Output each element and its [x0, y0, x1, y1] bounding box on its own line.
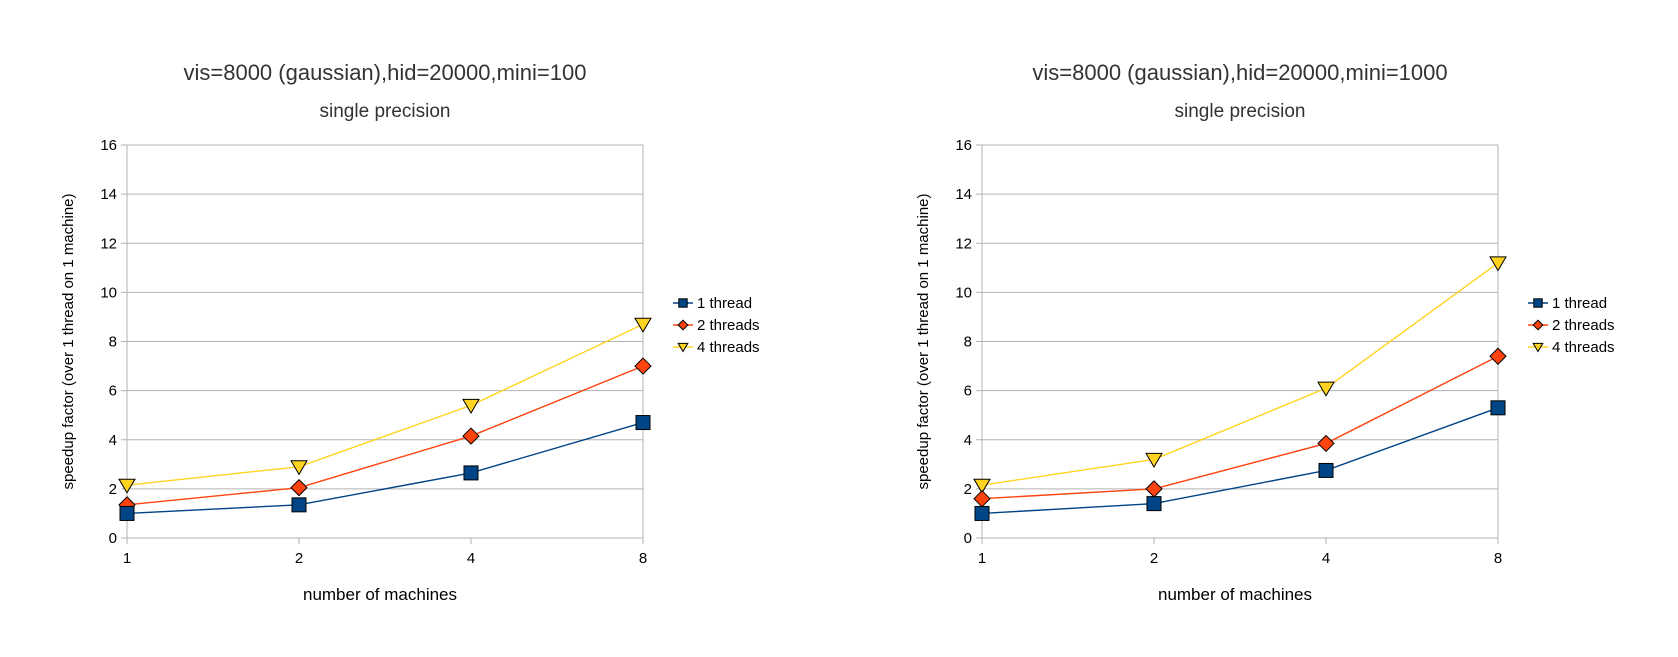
series-line-1 — [126, 365, 644, 506]
data-point — [1317, 434, 1335, 453]
data-point — [1489, 256, 1507, 272]
x-tick-label: 2 — [295, 550, 303, 567]
data-point — [1145, 452, 1163, 468]
data-point — [462, 427, 480, 445]
y-tick-label: 6 — [109, 383, 117, 400]
chart-panel-right: vis=8000 (gaussian),hid=20000,mini=1000 s… — [855, 0, 1678, 657]
legend-label: 2 threads — [697, 317, 760, 334]
y-tick-label: 10 — [955, 284, 972, 301]
chart-svg: vis=8000 (gaussian),hid=20000,mini=100 si… — [60, 60, 760, 604]
y-tick-label: 8 — [964, 334, 972, 351]
y-tick-label: 10 — [100, 284, 117, 301]
chart-title: vis=8000 (gaussian),hid=20000,mini=1000 — [1032, 60, 1447, 85]
series-line-0 — [981, 407, 1499, 515]
legend-marker — [1533, 298, 1543, 308]
x-tick-label: 4 — [1322, 550, 1330, 567]
x-tick-label: 4 — [467, 550, 475, 567]
y-tick-label: 6 — [964, 383, 972, 400]
chart-subtitle: single precision — [320, 101, 451, 122]
data-point — [291, 497, 307, 513]
legend-label: 1 thread — [697, 295, 752, 312]
data-point — [290, 460, 308, 476]
y-tick-label: 16 — [955, 137, 972, 154]
data-point — [462, 398, 480, 414]
y-tick-label: 4 — [109, 432, 117, 449]
legend-marker — [1532, 319, 1544, 331]
y-tick-label: 14 — [100, 186, 117, 203]
chart-svg: vis=8000 (gaussian),hid=20000,mini=1000 s… — [915, 60, 1615, 604]
x-tick-label: 1 — [978, 550, 986, 567]
y-tick-label: 8 — [109, 334, 117, 351]
y-tick-label: 16 — [100, 137, 117, 154]
data-point — [973, 478, 991, 494]
x-axis-label: number of machines — [303, 585, 457, 604]
y-tick-label: 0 — [109, 530, 117, 547]
data-point — [974, 505, 990, 521]
legend-marker — [678, 298, 688, 308]
data-point — [634, 317, 652, 333]
data-point — [1317, 381, 1335, 397]
x-tick-label: 1 — [123, 550, 131, 567]
data-point — [1145, 480, 1163, 498]
data-point — [118, 478, 136, 494]
y-tick-label: 2 — [964, 481, 972, 498]
legend-label: 4 threads — [697, 339, 760, 356]
chart-subtitle: single precision — [1175, 101, 1306, 122]
data-point — [1489, 347, 1507, 365]
data-point — [1146, 496, 1162, 512]
y-axis-label: speedup factor (over 1 thread on 1 machi… — [60, 193, 77, 489]
y-tick-label: 2 — [109, 481, 117, 498]
y-tick-label: 12 — [955, 235, 972, 252]
legend-marker — [677, 342, 689, 353]
data-point — [1318, 462, 1334, 478]
data-point — [290, 478, 308, 497]
y-tick-label: 0 — [964, 530, 972, 547]
y-tick-label: 12 — [100, 235, 117, 252]
y-tick-label: 14 — [955, 186, 972, 203]
data-point — [634, 357, 652, 375]
data-point — [973, 489, 991, 508]
series-line-0 — [126, 421, 644, 515]
data-point — [119, 505, 135, 521]
x-tick-label: 8 — [639, 550, 647, 567]
legend-marker — [1532, 342, 1544, 353]
data-point — [463, 465, 479, 481]
series-line-1 — [981, 355, 1499, 500]
y-axis-label: speedup factor (over 1 thread on 1 machi… — [915, 193, 932, 489]
x-tick-label: 8 — [1494, 550, 1502, 567]
legend-label: 1 thread — [1552, 295, 1607, 312]
legend-label: 4 threads — [1552, 339, 1615, 356]
legend-marker — [677, 319, 689, 331]
chart-panel-left: vis=8000 (gaussian),hid=20000,mini=100 si… — [60, 60, 760, 604]
legend-label: 2 threads — [1552, 317, 1615, 334]
series-line-2 — [126, 323, 644, 486]
data-point — [1490, 400, 1506, 416]
chart-title: vis=8000 (gaussian),hid=20000,mini=100 — [183, 60, 586, 85]
x-axis-label: number of machines — [1158, 585, 1312, 604]
x-tick-label: 2 — [1150, 550, 1158, 567]
series-line-2 — [981, 262, 1499, 486]
y-tick-label: 4 — [964, 432, 972, 449]
data-point — [635, 415, 651, 431]
